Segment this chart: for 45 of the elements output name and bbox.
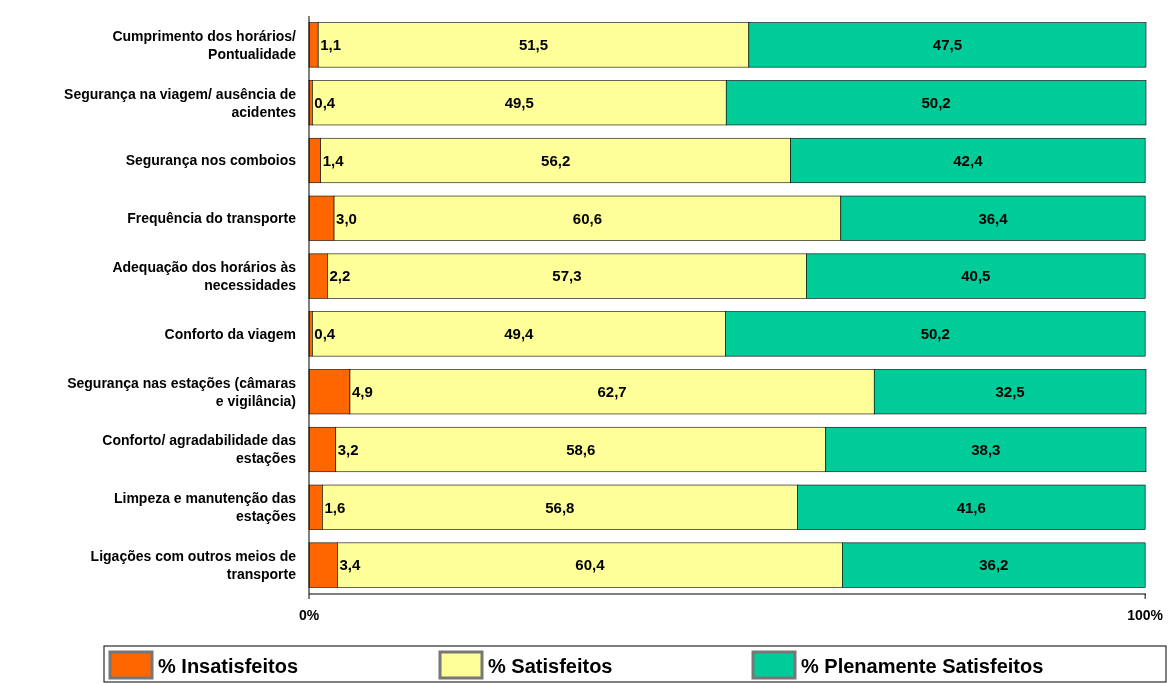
data-label: 36,2: [979, 556, 1009, 574]
data-label: 3,0: [336, 209, 357, 227]
y-tick-label: Segurança na viagem/ ausência de acidentes: [64, 85, 297, 120]
y-tick-label: Adequação dos horários às necessidades: [112, 259, 297, 293]
legend-label: % Plenamente Satisfeitos: [801, 655, 1044, 677]
data-label: 3,2: [337, 440, 359, 458]
data-label: 60,6: [572, 209, 603, 227]
x-tick-label: 0%: [298, 607, 320, 623]
data-label: 50,2: [921, 93, 951, 111]
data-label: 62,7: [597, 382, 627, 400]
y-tick-label: Cumprimento dos horários/ Pontualidade: [112, 27, 297, 62]
data-label: 40,5: [961, 267, 991, 285]
data-label: 58,6: [566, 440, 596, 458]
y-tick-label: Conforto/ agradabilidade das estações: [102, 432, 297, 467]
data-label: 38,3: [971, 440, 1001, 458]
data-label: 1,4: [322, 151, 345, 169]
data-label: 1,6: [324, 498, 346, 516]
data-label: 3,4: [339, 556, 361, 574]
y-tick-label: Conforto da viagem: [164, 325, 296, 342]
data-label: 0,4: [314, 325, 336, 343]
y-tick-label: Frequência do transporte: [127, 210, 297, 227]
data-label: 42,4: [953, 151, 984, 169]
data-label: 57,3: [552, 267, 582, 285]
data-label: 41,6: [956, 498, 986, 516]
data-label: 47,5: [932, 36, 963, 54]
text: % Satisfeitos: [488, 655, 613, 677]
y-tick-label: Segurança nos comboios: [125, 152, 297, 169]
data-label: 1,1: [320, 36, 342, 54]
data-label: 32,5: [995, 382, 1025, 400]
data-label: 51,5: [518, 36, 549, 54]
data-label: 49,5: [504, 93, 534, 111]
data-label: 2,2: [329, 267, 351, 285]
data-label: 4,9: [351, 382, 373, 400]
y-tick-label: Ligações com outros meios de transporte: [90, 548, 297, 582]
y-tick-label: Limpeza e manutenção das estações: [113, 490, 297, 525]
data-label: 49,4: [504, 325, 535, 343]
data-label: 60,4: [575, 556, 606, 574]
data-label: 36,4: [978, 209, 1009, 227]
data-label: 50,2: [920, 325, 950, 343]
y-tick-label: Segurança nas estações (câmaras e vigilância): [67, 374, 297, 409]
x-tick-label: 100%: [1127, 607, 1164, 623]
data-label: 0,4: [314, 93, 336, 111]
legend-label: % Insatisfeitos: [158, 655, 299, 677]
data-label: 56,8: [545, 498, 575, 516]
data-label: 56,2: [541, 151, 571, 169]
